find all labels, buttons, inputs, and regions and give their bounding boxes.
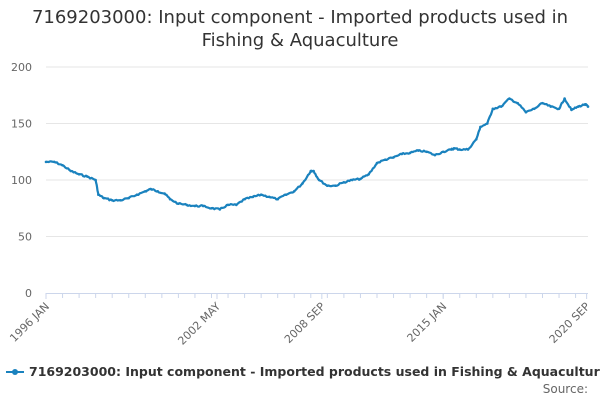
data-point bbox=[557, 107, 561, 111]
data-point bbox=[458, 148, 462, 151]
data-point bbox=[119, 199, 122, 202]
data-point bbox=[441, 150, 445, 154]
data-point bbox=[243, 197, 246, 201]
chart-title: 7169203000: Input component - Imported p… bbox=[0, 6, 600, 52]
data-point bbox=[532, 107, 536, 111]
series-line bbox=[46, 97, 589, 211]
data-point bbox=[301, 182, 304, 185]
y-axis: 0 50 100 150 200 bbox=[11, 61, 32, 300]
data-point bbox=[334, 184, 337, 187]
data-point bbox=[524, 110, 528, 114]
data-point bbox=[350, 178, 354, 182]
x-axis: 1996 JAN 2002 MAY 2008 SEP 2015 JAN 2020 SEP bbox=[7, 293, 593, 348]
data-point bbox=[541, 101, 544, 105]
data-point bbox=[367, 173, 371, 176]
data-point bbox=[516, 101, 519, 105]
chart-title-line-2: Fishing & Aquaculture bbox=[201, 30, 399, 51]
y-tick-label: 200 bbox=[11, 61, 32, 74]
data-point bbox=[226, 203, 230, 207]
data-point bbox=[185, 203, 188, 207]
data-point bbox=[61, 164, 64, 167]
x-tick-label: 2008 SEP bbox=[282, 300, 328, 346]
data-point bbox=[86, 175, 89, 178]
data-point bbox=[201, 204, 205, 208]
data-point bbox=[284, 193, 288, 196]
y-gridlines bbox=[46, 66, 588, 237]
data-point bbox=[400, 152, 404, 156]
data-point bbox=[466, 148, 470, 151]
data-point bbox=[210, 207, 213, 210]
y-tick-label: 0 bbox=[25, 287, 32, 300]
data-point bbox=[168, 197, 172, 201]
chart-title-line-1: 7169203000: Input component - Imported p… bbox=[31, 7, 569, 28]
data-point bbox=[359, 177, 362, 181]
y-tick-label: 50 bbox=[18, 231, 32, 244]
data-point bbox=[475, 138, 478, 141]
data-point bbox=[102, 196, 106, 200]
data-point bbox=[499, 105, 503, 108]
data-point bbox=[342, 181, 346, 184]
data-point bbox=[384, 158, 387, 161]
x-tick-label: 1996 JAN bbox=[7, 300, 52, 345]
data-point bbox=[417, 149, 420, 152]
data-point bbox=[235, 203, 238, 207]
data-point bbox=[163, 192, 166, 195]
data-point bbox=[563, 97, 566, 100]
data-point bbox=[425, 150, 428, 154]
data-point bbox=[392, 156, 395, 159]
legend-series-swatch bbox=[6, 366, 24, 378]
data-point bbox=[251, 195, 255, 199]
data-point bbox=[135, 193, 139, 196]
data-point bbox=[292, 190, 296, 193]
data-point bbox=[486, 122, 489, 125]
data-point bbox=[452, 147, 456, 150]
data-point bbox=[570, 108, 573, 112]
data-point bbox=[149, 187, 153, 191]
data-point bbox=[218, 208, 222, 211]
data-point bbox=[110, 199, 114, 202]
data-point bbox=[69, 169, 73, 173]
data-point bbox=[312, 169, 315, 173]
legend[interactable]: 7169203000: Input component - Imported p… bbox=[6, 364, 600, 379]
data-point bbox=[375, 161, 379, 165]
data-point bbox=[127, 196, 130, 200]
data-point bbox=[276, 197, 280, 201]
y-tick-label: 100 bbox=[11, 174, 32, 187]
x-tick-label: 2002 MAY bbox=[175, 300, 223, 348]
data-point bbox=[97, 193, 100, 196]
data-point bbox=[549, 105, 553, 108]
data-point bbox=[94, 178, 97, 182]
data-point bbox=[77, 173, 81, 176]
y-tick-label: 150 bbox=[11, 118, 32, 131]
data-point bbox=[491, 107, 495, 111]
data-point bbox=[317, 178, 321, 182]
data-point bbox=[156, 190, 159, 193]
data-point bbox=[268, 195, 271, 199]
x-tick-label: 2015 JAN bbox=[405, 300, 450, 345]
data-point bbox=[309, 169, 313, 173]
data-point bbox=[479, 125, 482, 129]
x-tick-label: 2020 SEP bbox=[547, 300, 593, 346]
data-point bbox=[326, 184, 329, 187]
legend-series-label: 7169203000: Input component - Imported p… bbox=[29, 364, 600, 379]
data-point bbox=[586, 105, 590, 108]
data-point bbox=[508, 97, 511, 100]
data-point bbox=[177, 202, 180, 205]
data-point bbox=[583, 103, 587, 106]
data-point bbox=[450, 148, 453, 151]
source-label: Source: bbox=[542, 382, 588, 396]
data-point bbox=[193, 204, 197, 208]
data-point bbox=[44, 160, 48, 164]
data-point bbox=[433, 153, 437, 157]
data-point bbox=[577, 105, 580, 108]
data-point bbox=[144, 190, 147, 193]
plot-area bbox=[44, 97, 590, 211]
data-point bbox=[53, 160, 56, 164]
data-point bbox=[259, 193, 263, 196]
data-point bbox=[408, 151, 412, 155]
